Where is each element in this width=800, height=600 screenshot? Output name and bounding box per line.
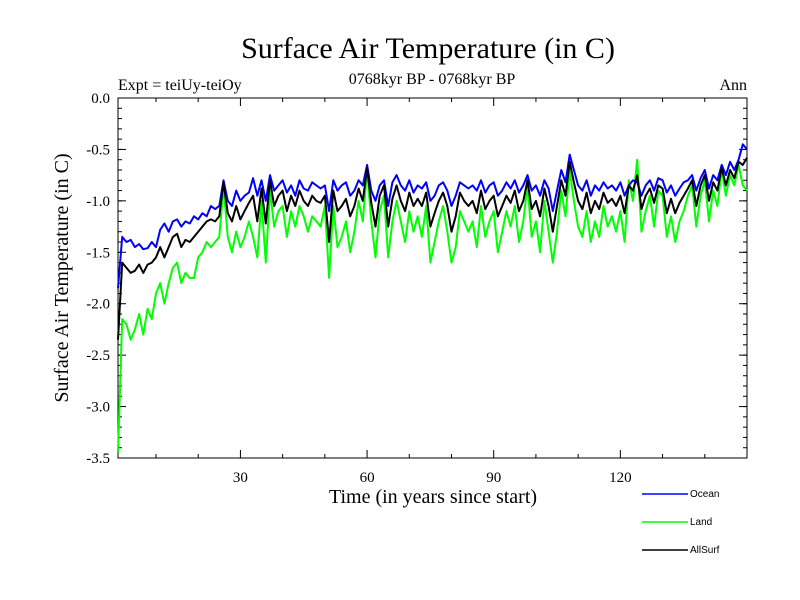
series-line-allsurf [117, 157, 748, 340]
y-tick-label: -2.0 [86, 297, 110, 313]
y-tick-label: -0.5 [86, 142, 110, 158]
chart-title: Surface Air Temperature (in C) [241, 32, 615, 65]
period-label: 0768kyr BP - 0768kyr BP [349, 71, 516, 88]
experiment-label: Expt = teiUy-teiOy [118, 77, 242, 94]
x-tick-label: 30 [233, 470, 248, 486]
legend: Ocean Land AllSurf [642, 489, 720, 556]
x-axis: 30 60 90 120 [155, 98, 706, 486]
y-tick-label: -1.0 [86, 194, 110, 210]
y-axis: 0.0 -0.5 -1.0 -1.5 -2.0 -2.5 -3.0 -3.5 [86, 91, 747, 467]
legend-label-land: Land [690, 517, 712, 528]
plot-frame [117, 97, 748, 459]
y-tick-label: -2.5 [86, 348, 110, 364]
season-label: Ann [719, 77, 747, 94]
y-tick-label: -1.5 [86, 245, 110, 261]
y-tick-label: 0.0 [91, 91, 110, 107]
y-tick-label: -3.5 [86, 451, 110, 467]
x-tick-label: 90 [486, 470, 501, 486]
series-line-land [117, 158, 748, 453]
series-lines [117, 143, 748, 453]
legend-label-allsurf: AllSurf [690, 545, 720, 556]
y-axis-title: Surface Air Temperature (in C) [51, 153, 73, 402]
x-tick-label: 60 [360, 470, 375, 486]
x-tick-label: 120 [609, 470, 632, 486]
y-tick-label: -3.0 [86, 400, 110, 416]
legend-label-ocean: Ocean [690, 489, 719, 500]
x-axis-title: Time (in years since start) [329, 486, 537, 508]
